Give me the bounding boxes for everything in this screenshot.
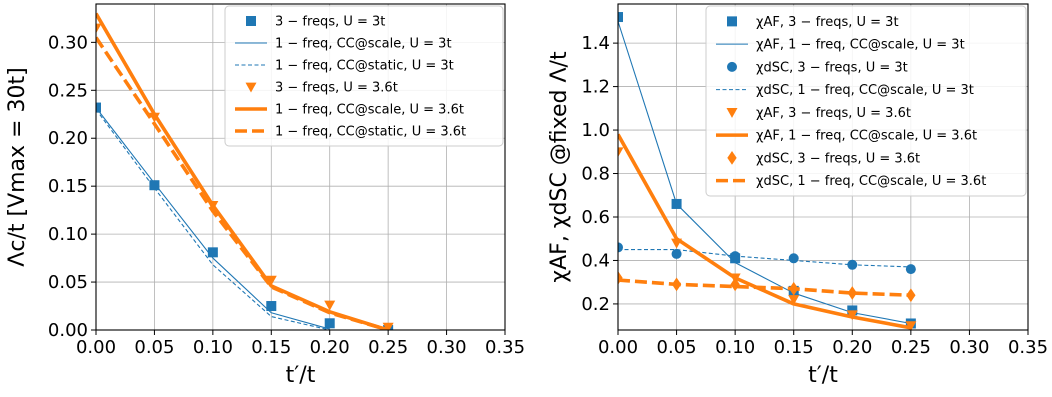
series-group (618, 12, 917, 330)
data-point-marker (847, 286, 857, 300)
legend-label: 1 − freq, CC@scale, U = 3t (275, 37, 452, 52)
legend-label: χdSC, 1 − freq, CC@scale, U = 3.6t (756, 174, 986, 189)
data-point-marker (265, 275, 277, 286)
series-line (96, 107, 330, 330)
series-line (618, 278, 911, 298)
legend-label: 1 − freq, CC@static, U = 3.6t (275, 125, 466, 140)
legend-box (705, 5, 1027, 197)
y-tick-label: 0.20 (48, 128, 88, 149)
legend-label: χAF, 3 − freqs, U = 3.6t (756, 106, 911, 121)
x-tick-label: 0.35 (1008, 337, 1048, 358)
data-point-marker (905, 264, 916, 275)
x-tick-label: 0.20 (832, 337, 872, 358)
x-tick-label: 0.00 (76, 337, 116, 358)
legend-marker (727, 61, 737, 72)
y-tick-label: 0.6 (581, 207, 610, 228)
legend-marker (246, 16, 256, 26)
y-tick-label: 1.2 (581, 77, 610, 98)
x-tick-label: 0.05 (134, 337, 174, 358)
data-point-marker (618, 12, 623, 23)
axes-frame (95, 3, 506, 331)
x-tick-label: 0.35 (485, 337, 525, 358)
series-line (618, 133, 912, 330)
y-tick-label: 0.05 (48, 272, 88, 293)
chart-panel-left: 0.00 0.05 0.10 0.15 0.20 0.25 0.30 0.35 0.00 0.05… (5, 3, 525, 388)
x-tick-label: 0.30 (949, 337, 989, 358)
y-tick-label: 0.4 (581, 250, 610, 271)
data-point-marker (96, 23, 102, 34)
legend-label: 3 − freqs, U = 3.6t (275, 81, 398, 96)
legend-box (224, 5, 504, 147)
x-tick-label: 0.30 (427, 337, 467, 358)
x-tick-label: 0.15 (774, 337, 814, 358)
x-tick-label: 0.20 (310, 337, 350, 358)
data-point-marker (905, 321, 917, 330)
x-axis-label: t′/t (286, 363, 316, 388)
series-line (618, 249, 911, 268)
x-axis-label: t′/t (808, 363, 838, 388)
y-tick-label: 0.30 (48, 32, 88, 53)
x-tick-label: 0.25 (891, 337, 931, 358)
data-point-marker (149, 180, 160, 191)
x-tick-label: 0.15 (251, 337, 291, 358)
legend-marker (727, 151, 737, 165)
series-group (96, 12, 394, 330)
axes-frame (617, 3, 1029, 331)
series-line (618, 21, 911, 325)
y-axis-label: Λc/t [Vmax = 30t] (5, 67, 30, 266)
data-point-marker (148, 112, 160, 123)
x-tick-label: 0.10 (715, 337, 755, 358)
y-tick-label: 0.00 (48, 320, 88, 341)
legend-label: χdSC, 3 − freqs, U = 3t (756, 60, 908, 75)
data-point-marker (788, 295, 800, 306)
series-line (96, 36, 389, 330)
data-point-marker (324, 300, 336, 311)
y-tick-label: 0.10 (48, 224, 88, 245)
legend-marker (245, 82, 257, 93)
data-point-marker (788, 253, 799, 264)
legend: χAF, 3 − freqs, U = 3t χAF, 1 − freq, CC@… (705, 5, 1027, 197)
chart-panel-right: 0.00 0.05 0.10 0.15 0.20 0.25 0.30 0.35 0.2 0.4 0.… (547, 3, 1048, 388)
legend-label: χAF, 1 − freq, CC@scale, U = 3.6t (756, 129, 977, 144)
data-point-marker (266, 301, 277, 312)
series-line (96, 109, 330, 330)
data-point-marker (906, 288, 916, 303)
legend-marker (726, 107, 738, 118)
data-point-marker (382, 322, 394, 330)
legend-label: χAF, 1 − freq, CC@scale, U = 3t (756, 38, 965, 53)
y-axis-label: χAF, χdSC @fixed Λ/t (547, 51, 572, 283)
legend-label: χdSC, 1 − freq, CC@scale, U = 3t (756, 83, 974, 98)
x-tick-label: 0.00 (598, 337, 638, 358)
y-tick-label: 0.2 (581, 294, 610, 315)
y-tick-label: 0.25 (48, 80, 88, 101)
legend-label: 3 − freqs, U = 3t (275, 15, 385, 30)
x-tick-label: 0.05 (657, 337, 697, 358)
x-tick-label: 0.25 (368, 337, 408, 358)
legend-label: 1 − freq, CC@scale, U = 3.6t (275, 103, 464, 118)
data-point-marker (207, 247, 218, 258)
data-point-marker (618, 147, 624, 158)
legend-label: χAF, 3 − freqs, U = 3t (756, 15, 899, 30)
data-point-marker (96, 102, 101, 113)
data-point-marker (324, 318, 335, 329)
y-tick-label: 0.8 (581, 164, 610, 185)
legend: 3 − freqs, U = 3t 1 − freq, CC@scale, U =… (224, 5, 504, 147)
legend-label: χdSC, 3 − freqs, U = 3.6t (756, 151, 920, 166)
y-tick-label: 1.0 (581, 120, 610, 141)
y-tick-label: 0.15 (48, 176, 88, 197)
legend-label: 1 − freq, CC@static, U = 3t (275, 59, 454, 74)
y-tick-label: 1.4 (581, 33, 610, 54)
x-tick-label: 0.10 (193, 337, 233, 358)
data-point-marker (671, 248, 682, 259)
legend-marker (727, 16, 737, 27)
